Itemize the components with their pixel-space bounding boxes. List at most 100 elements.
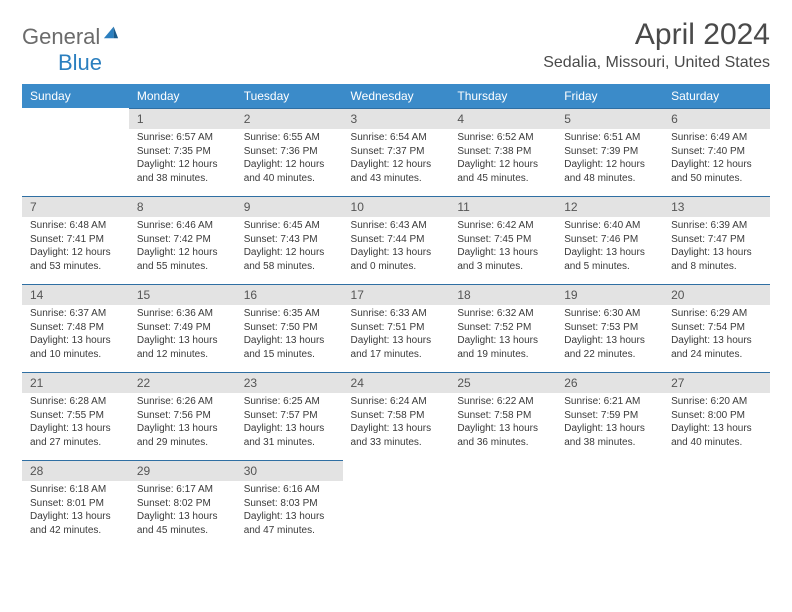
calendar-day-cell: 23Sunrise: 6:25 AMSunset: 7:57 PMDayligh…	[236, 372, 343, 460]
sunset-text: Sunset: 7:44 PM	[351, 233, 442, 247]
calendar-day-cell	[556, 460, 663, 548]
day-number: 18	[449, 284, 556, 305]
calendar-day-cell: 4Sunrise: 6:52 AMSunset: 7:38 PMDaylight…	[449, 108, 556, 196]
calendar-day-cell	[343, 460, 450, 548]
calendar-day-cell: 13Sunrise: 6:39 AMSunset: 7:47 PMDayligh…	[663, 196, 770, 284]
day-number: 26	[556, 372, 663, 393]
day-content: Sunrise: 6:29 AMSunset: 7:54 PMDaylight:…	[663, 305, 770, 365]
day-number: 22	[129, 372, 236, 393]
sunrise-text: Sunrise: 6:49 AM	[671, 131, 762, 145]
day-number: 9	[236, 196, 343, 217]
sunrise-text: Sunrise: 6:17 AM	[137, 483, 228, 497]
day-content: Sunrise: 6:32 AMSunset: 7:52 PMDaylight:…	[449, 305, 556, 365]
logo-text-general: General	[22, 24, 100, 49]
daylight-text: Daylight: 13 hours and 40 minutes.	[671, 422, 762, 449]
calendar-day-cell: 6Sunrise: 6:49 AMSunset: 7:40 PMDaylight…	[663, 108, 770, 196]
page-header: GeneralBlue April 2024 Sedalia, Missouri…	[22, 18, 770, 76]
daylight-text: Daylight: 13 hours and 8 minutes.	[671, 246, 762, 273]
daylight-text: Daylight: 13 hours and 42 minutes.	[30, 510, 121, 537]
calendar-day-cell: 16Sunrise: 6:35 AMSunset: 7:50 PMDayligh…	[236, 284, 343, 372]
day-number: 3	[343, 108, 450, 129]
calendar-week-row: 28Sunrise: 6:18 AMSunset: 8:01 PMDayligh…	[22, 460, 770, 548]
day-number: 19	[556, 284, 663, 305]
daylight-text: Daylight: 13 hours and 45 minutes.	[137, 510, 228, 537]
sunset-text: Sunset: 7:46 PM	[564, 233, 655, 247]
sunrise-text: Sunrise: 6:16 AM	[244, 483, 335, 497]
calendar-day-cell: 10 Sunrise: 6:43 AMSunset: 7:44 PMDayligh…	[343, 196, 450, 284]
sunrise-text: Sunrise: 6:40 AM	[564, 219, 655, 233]
calendar-day-cell: 7Sunrise: 6:48 AMSunset: 7:41 PMDaylight…	[22, 196, 129, 284]
day-content: Sunrise: 6:37 AMSunset: 7:48 PMDaylight:…	[22, 305, 129, 365]
day-content: Sunrise: 6:21 AMSunset: 7:59 PMDaylight:…	[556, 393, 663, 453]
sunset-text: Sunset: 7:56 PM	[137, 409, 228, 423]
sunrise-text: Sunrise: 6:21 AM	[564, 395, 655, 409]
calendar-table: SundayMondayTuesdayWednesdayThursdayFrid…	[22, 84, 770, 548]
daylight-text: Daylight: 13 hours and 33 minutes.	[351, 422, 442, 449]
calendar-day-cell	[449, 460, 556, 548]
sunrise-text: Sunrise: 6:20 AM	[671, 395, 762, 409]
daylight-text: Daylight: 12 hours and 58 minutes.	[244, 246, 335, 273]
weekday-header: Tuesday	[236, 84, 343, 108]
day-content: Sunrise: 6:30 AMSunset: 7:53 PMDaylight:…	[556, 305, 663, 365]
sunset-text: Sunset: 7:58 PM	[457, 409, 548, 423]
day-number: 6	[663, 108, 770, 129]
sunrise-text: Sunrise: 6:43 AM	[351, 219, 442, 233]
location-text: Sedalia, Missouri, United States	[543, 54, 770, 72]
sunset-text: Sunset: 7:47 PM	[671, 233, 762, 247]
sunrise-text: Sunrise: 6:25 AM	[244, 395, 335, 409]
day-content: Sunrise: 6:40 AMSunset: 7:46 PMDaylight:…	[556, 217, 663, 277]
sunset-text: Sunset: 8:03 PM	[244, 497, 335, 511]
calendar-day-cell: 18Sunrise: 6:32 AMSunset: 7:52 PMDayligh…	[449, 284, 556, 372]
daylight-text: Daylight: 12 hours and 45 minutes.	[457, 158, 548, 185]
daylight-text: Daylight: 13 hours and 12 minutes.	[137, 334, 228, 361]
day-number: 21	[22, 372, 129, 393]
sunset-text: Sunset: 7:41 PM	[30, 233, 121, 247]
day-content: Sunrise: 6:48 AMSunset: 7:41 PMDaylight:…	[22, 217, 129, 277]
sunset-text: Sunset: 7:54 PM	[671, 321, 762, 335]
calendar-week-row: 7Sunrise: 6:48 AMSunset: 7:41 PMDaylight…	[22, 196, 770, 284]
day-number: 30	[236, 460, 343, 481]
day-number: 27	[663, 372, 770, 393]
sunrise-text: Sunrise: 6:29 AM	[671, 307, 762, 321]
calendar-week-row: 1Sunrise: 6:57 AMSunset: 7:35 PMDaylight…	[22, 108, 770, 196]
day-number: 1	[129, 108, 236, 129]
sunrise-text: Sunrise: 6:28 AM	[30, 395, 121, 409]
sunset-text: Sunset: 7:49 PM	[137, 321, 228, 335]
day-number: 24	[343, 372, 450, 393]
day-content: Sunrise: 6:52 AMSunset: 7:38 PMDaylight:…	[449, 129, 556, 189]
sunset-text: Sunset: 7:53 PM	[564, 321, 655, 335]
daylight-text: Daylight: 12 hours and 53 minutes.	[30, 246, 121, 273]
sunrise-text: Sunrise: 6:36 AM	[137, 307, 228, 321]
daylight-text: Daylight: 12 hours and 38 minutes.	[137, 158, 228, 185]
weekday-header: Sunday	[22, 84, 129, 108]
day-number: 4	[449, 108, 556, 129]
sunset-text: Sunset: 7:57 PM	[244, 409, 335, 423]
day-number: 15	[129, 284, 236, 305]
day-number: 23	[236, 372, 343, 393]
day-number: 12	[556, 196, 663, 217]
day-number: 5	[556, 108, 663, 129]
daylight-text: Daylight: 13 hours and 0 minutes.	[351, 246, 442, 273]
day-number: 11	[449, 196, 556, 217]
sunrise-text: Sunrise: 6:51 AM	[564, 131, 655, 145]
day-number: 10	[343, 196, 450, 217]
weekday-header: Wednesday	[343, 84, 450, 108]
calendar-page: GeneralBlue April 2024 Sedalia, Missouri…	[0, 0, 792, 548]
daylight-text: Daylight: 13 hours and 10 minutes.	[30, 334, 121, 361]
daylight-text: Daylight: 13 hours and 38 minutes.	[564, 422, 655, 449]
sunrise-text: Sunrise: 6:45 AM	[244, 219, 335, 233]
day-number: 25	[449, 372, 556, 393]
calendar-day-cell: 1Sunrise: 6:57 AMSunset: 7:35 PMDaylight…	[129, 108, 236, 196]
day-content: Sunrise: 6:33 AMSunset: 7:51 PMDaylight:…	[343, 305, 450, 365]
sunrise-text: Sunrise: 6:55 AM	[244, 131, 335, 145]
daylight-text: Daylight: 13 hours and 5 minutes.	[564, 246, 655, 273]
day-content: Sunrise: 6:46 AMSunset: 7:42 PMDaylight:…	[129, 217, 236, 277]
sunset-text: Sunset: 7:35 PM	[137, 145, 228, 159]
day-content: Sunrise: 6:39 AMSunset: 7:47 PMDaylight:…	[663, 217, 770, 277]
calendar-body: 1Sunrise: 6:57 AMSunset: 7:35 PMDaylight…	[22, 108, 770, 548]
day-number: 14	[22, 284, 129, 305]
day-content: Sunrise: 6:24 AMSunset: 7:58 PMDaylight:…	[343, 393, 450, 453]
day-number: 20	[663, 284, 770, 305]
sunset-text: Sunset: 7:45 PM	[457, 233, 548, 247]
sunset-text: Sunset: 7:39 PM	[564, 145, 655, 159]
